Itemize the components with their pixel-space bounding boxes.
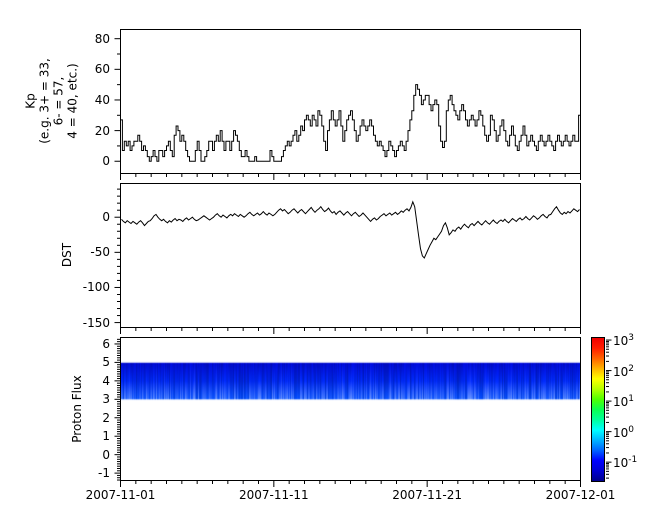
flux-ytick-label: -1 <box>98 466 110 481</box>
dst-ytick-label: -100 <box>82 280 110 295</box>
colorbar-tick-label: 101 <box>613 394 635 410</box>
x-tick-label: 2007-11-01 <box>85 488 156 502</box>
flux-ytick-label: 3 <box>102 392 110 407</box>
colorbar-tick-label: 10-1 <box>613 455 638 471</box>
dst-ytick-label: -50 <box>90 245 110 260</box>
colorbar <box>591 337 605 482</box>
colorbar-tick-label: 102 <box>613 363 635 379</box>
kp-ytick-label: 20 <box>94 123 110 138</box>
dst-plot <box>114 183 581 334</box>
x-tick-label: 2007-12-01 <box>545 488 616 502</box>
x-tick-label: 2007-11-21 <box>392 488 463 502</box>
kp-ytick-label: 0 <box>102 154 110 169</box>
flux-ytick-label: 5 <box>102 355 110 370</box>
colorbar-ticks <box>606 339 612 479</box>
flux-ytick-label: 0 <box>102 447 110 462</box>
dst-ytick-label: 0 <box>102 210 110 225</box>
colorbar-tick-label: 103 <box>613 333 635 349</box>
kp-plot <box>114 29 581 180</box>
flux-ytick-label: 6 <box>102 336 110 351</box>
flux-plot <box>114 337 581 487</box>
flux-ytick-label: 2 <box>102 410 110 425</box>
dst-series-line <box>121 200 580 259</box>
colorbar-tick-label: 100 <box>613 424 635 440</box>
kp-ytick-label: 80 <box>94 31 110 46</box>
dst-ytick-label: -150 <box>82 315 110 330</box>
x-tick-label: 2007-11-11 <box>238 488 309 502</box>
kp-ytick-label: 60 <box>94 62 110 77</box>
proton-flux-heatmap <box>121 338 580 480</box>
kp-ytick-label: 40 <box>94 92 110 107</box>
kp-series-line <box>120 84 581 162</box>
flux-ytick-label: 4 <box>102 373 110 388</box>
flux-ytick-label: 1 <box>102 429 110 444</box>
